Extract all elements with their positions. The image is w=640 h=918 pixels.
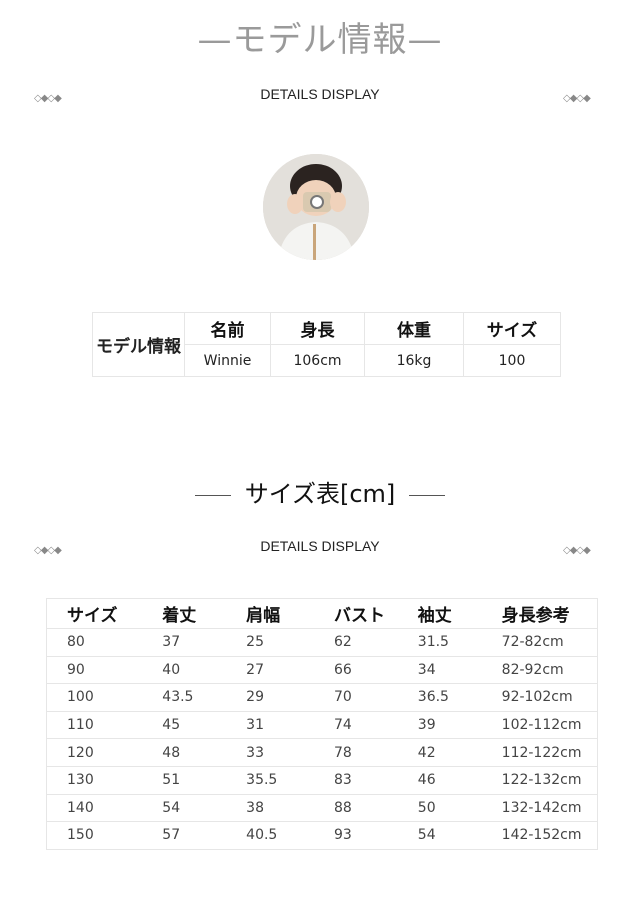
table-cell: 112-122cm	[481, 738, 598, 767]
table-cell: 54	[142, 793, 227, 823]
column-header: 袖丈	[397, 598, 482, 629]
table-cell: 100	[46, 683, 143, 712]
header-size: サイズ	[463, 312, 561, 345]
table-cell: 34	[397, 655, 482, 685]
column-header: サイズ	[46, 598, 143, 629]
table-cell: 46	[397, 765, 482, 795]
table-cell: 78	[314, 738, 398, 767]
table-cell: 62	[314, 628, 398, 657]
table-cell: 57	[142, 821, 227, 850]
table-cell: 142-152cm	[481, 821, 598, 850]
table-cell: 80	[46, 628, 143, 657]
table-cell: 36.5	[397, 683, 482, 712]
ornament-diamonds: ◇◆◇◆	[563, 545, 591, 556]
table-cell: 39	[397, 710, 482, 740]
table-header-row: サイズ 着丈 肩幅 バスト 袖丈 身長参考	[46, 598, 598, 629]
table-cell: 29	[226, 683, 314, 712]
model-weight: 16kg	[364, 344, 464, 377]
table-cell: 82-92cm	[481, 655, 598, 685]
table-cell: 90	[46, 655, 143, 685]
table-cell: 31	[226, 710, 314, 740]
table-cell: 40	[142, 655, 227, 685]
table-row: 150 57 40.5 93 54 142-152cm	[46, 821, 598, 850]
table-row: 110 45 31 74 39 102-112cm	[46, 710, 598, 740]
model-avatar	[263, 154, 369, 260]
column-header: 肩幅	[226, 598, 314, 629]
ornament-diamonds: ◇◆◇◆	[34, 545, 62, 556]
table-cell: 25	[226, 628, 314, 657]
table-cell: 27	[226, 655, 314, 685]
table-row: 90 40 27 66 34 82-92cm	[46, 655, 598, 685]
table-cell: 110	[46, 710, 143, 740]
table-cell: 48	[142, 738, 227, 767]
table-cell: 40.5	[226, 821, 314, 850]
table-cell: 31.5	[397, 628, 482, 657]
header-weight: 体重	[364, 312, 464, 345]
table-cell: 50	[397, 793, 482, 823]
table-cell: 120	[46, 738, 143, 767]
table-row: 130 51 35.5 83 46 122-132cm	[46, 765, 598, 795]
table-cell: 33	[226, 738, 314, 767]
header-name: 名前	[184, 312, 271, 345]
details-display-subtitle: DETAILS DISPLAY	[260, 538, 380, 554]
table-cell: 150	[46, 821, 143, 850]
table-row: 80 37 25 62 31.5 72-82cm	[46, 628, 598, 657]
size-chart-table: サイズ 着丈 肩幅 バスト 袖丈 身長参考 80 37 25 62 31.5 72-82cm 90 40 2…	[46, 598, 598, 850]
table-cell: 93	[314, 821, 398, 850]
table-cell: 92-102cm	[481, 683, 598, 712]
table-cell: 83	[314, 765, 398, 795]
model-info-label: モデル情報	[92, 312, 185, 377]
model-name: Winnie	[184, 344, 271, 377]
table-cell: 35.5	[226, 765, 314, 795]
table-cell: 38	[226, 793, 314, 823]
details-display-subtitle: DETAILS DISPLAY	[260, 86, 380, 102]
column-header: 身長参考	[481, 598, 598, 629]
table-cell: 122-132cm	[481, 765, 598, 795]
table-row: 120 48 33 78 42 112-122cm	[46, 738, 598, 767]
table-cell: 42	[397, 738, 482, 767]
table-cell: 43.5	[142, 683, 227, 712]
table-row: 100 43.5 29 70 36.5 92-102cm	[46, 683, 598, 712]
table-cell: 70	[314, 683, 398, 712]
table-cell: 140	[46, 793, 143, 823]
size-chart-title: サイズ表[cm]	[0, 474, 640, 509]
ornament-diamonds: ◇◆◇◆	[34, 93, 62, 104]
header-height: 身長	[270, 312, 365, 345]
table-cell: 132-142cm	[481, 793, 598, 823]
table-cell: 130	[46, 765, 143, 795]
table-cell: 51	[142, 765, 227, 795]
column-header: 着丈	[142, 598, 227, 629]
model-height: 106cm	[270, 344, 365, 377]
table-cell: 45	[142, 710, 227, 740]
table-cell: 54	[397, 821, 482, 850]
table-row: 140 54 38 88 50 132-142cm	[46, 793, 598, 823]
size-chart-title-text: サイズ表[cm]	[244, 480, 396, 508]
model-size: 100	[463, 344, 561, 377]
table-cell: 72-82cm	[481, 628, 598, 657]
table-cell: 102-112cm	[481, 710, 598, 740]
table-cell: 74	[314, 710, 398, 740]
table-cell: 66	[314, 655, 398, 685]
model-info-title: —モデル情報—	[197, 20, 443, 60]
table-cell: 88	[314, 793, 398, 823]
column-header: バスト	[314, 598, 398, 629]
ornament-diamonds: ◇◆◇◆	[563, 93, 591, 104]
model-info-table: モデル情報 名前 身長 体重 サイズ Winnie 106cm 16kg 100	[92, 312, 561, 377]
table-cell: 37	[142, 628, 227, 657]
